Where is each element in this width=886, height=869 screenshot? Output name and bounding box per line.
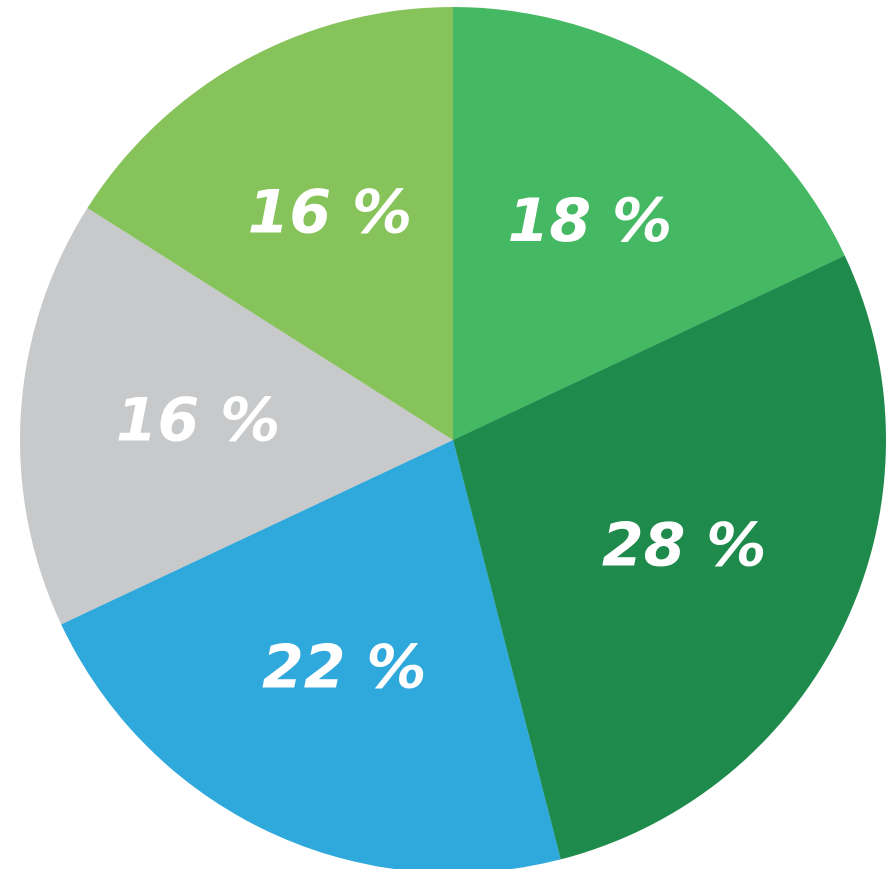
slice-label: 28 % (602, 510, 767, 580)
slice-label: 16 % (116, 386, 281, 456)
page: {"chart_data": {"type": "pie", "values":… (0, 0, 886, 869)
chart: 18 % 28 % 22 % 16 % 16 % (0, 0, 886, 869)
slice-label: 18 % (508, 186, 673, 256)
slice-label: 22 % (262, 633, 427, 703)
slice-label: 16 % (248, 178, 413, 248)
